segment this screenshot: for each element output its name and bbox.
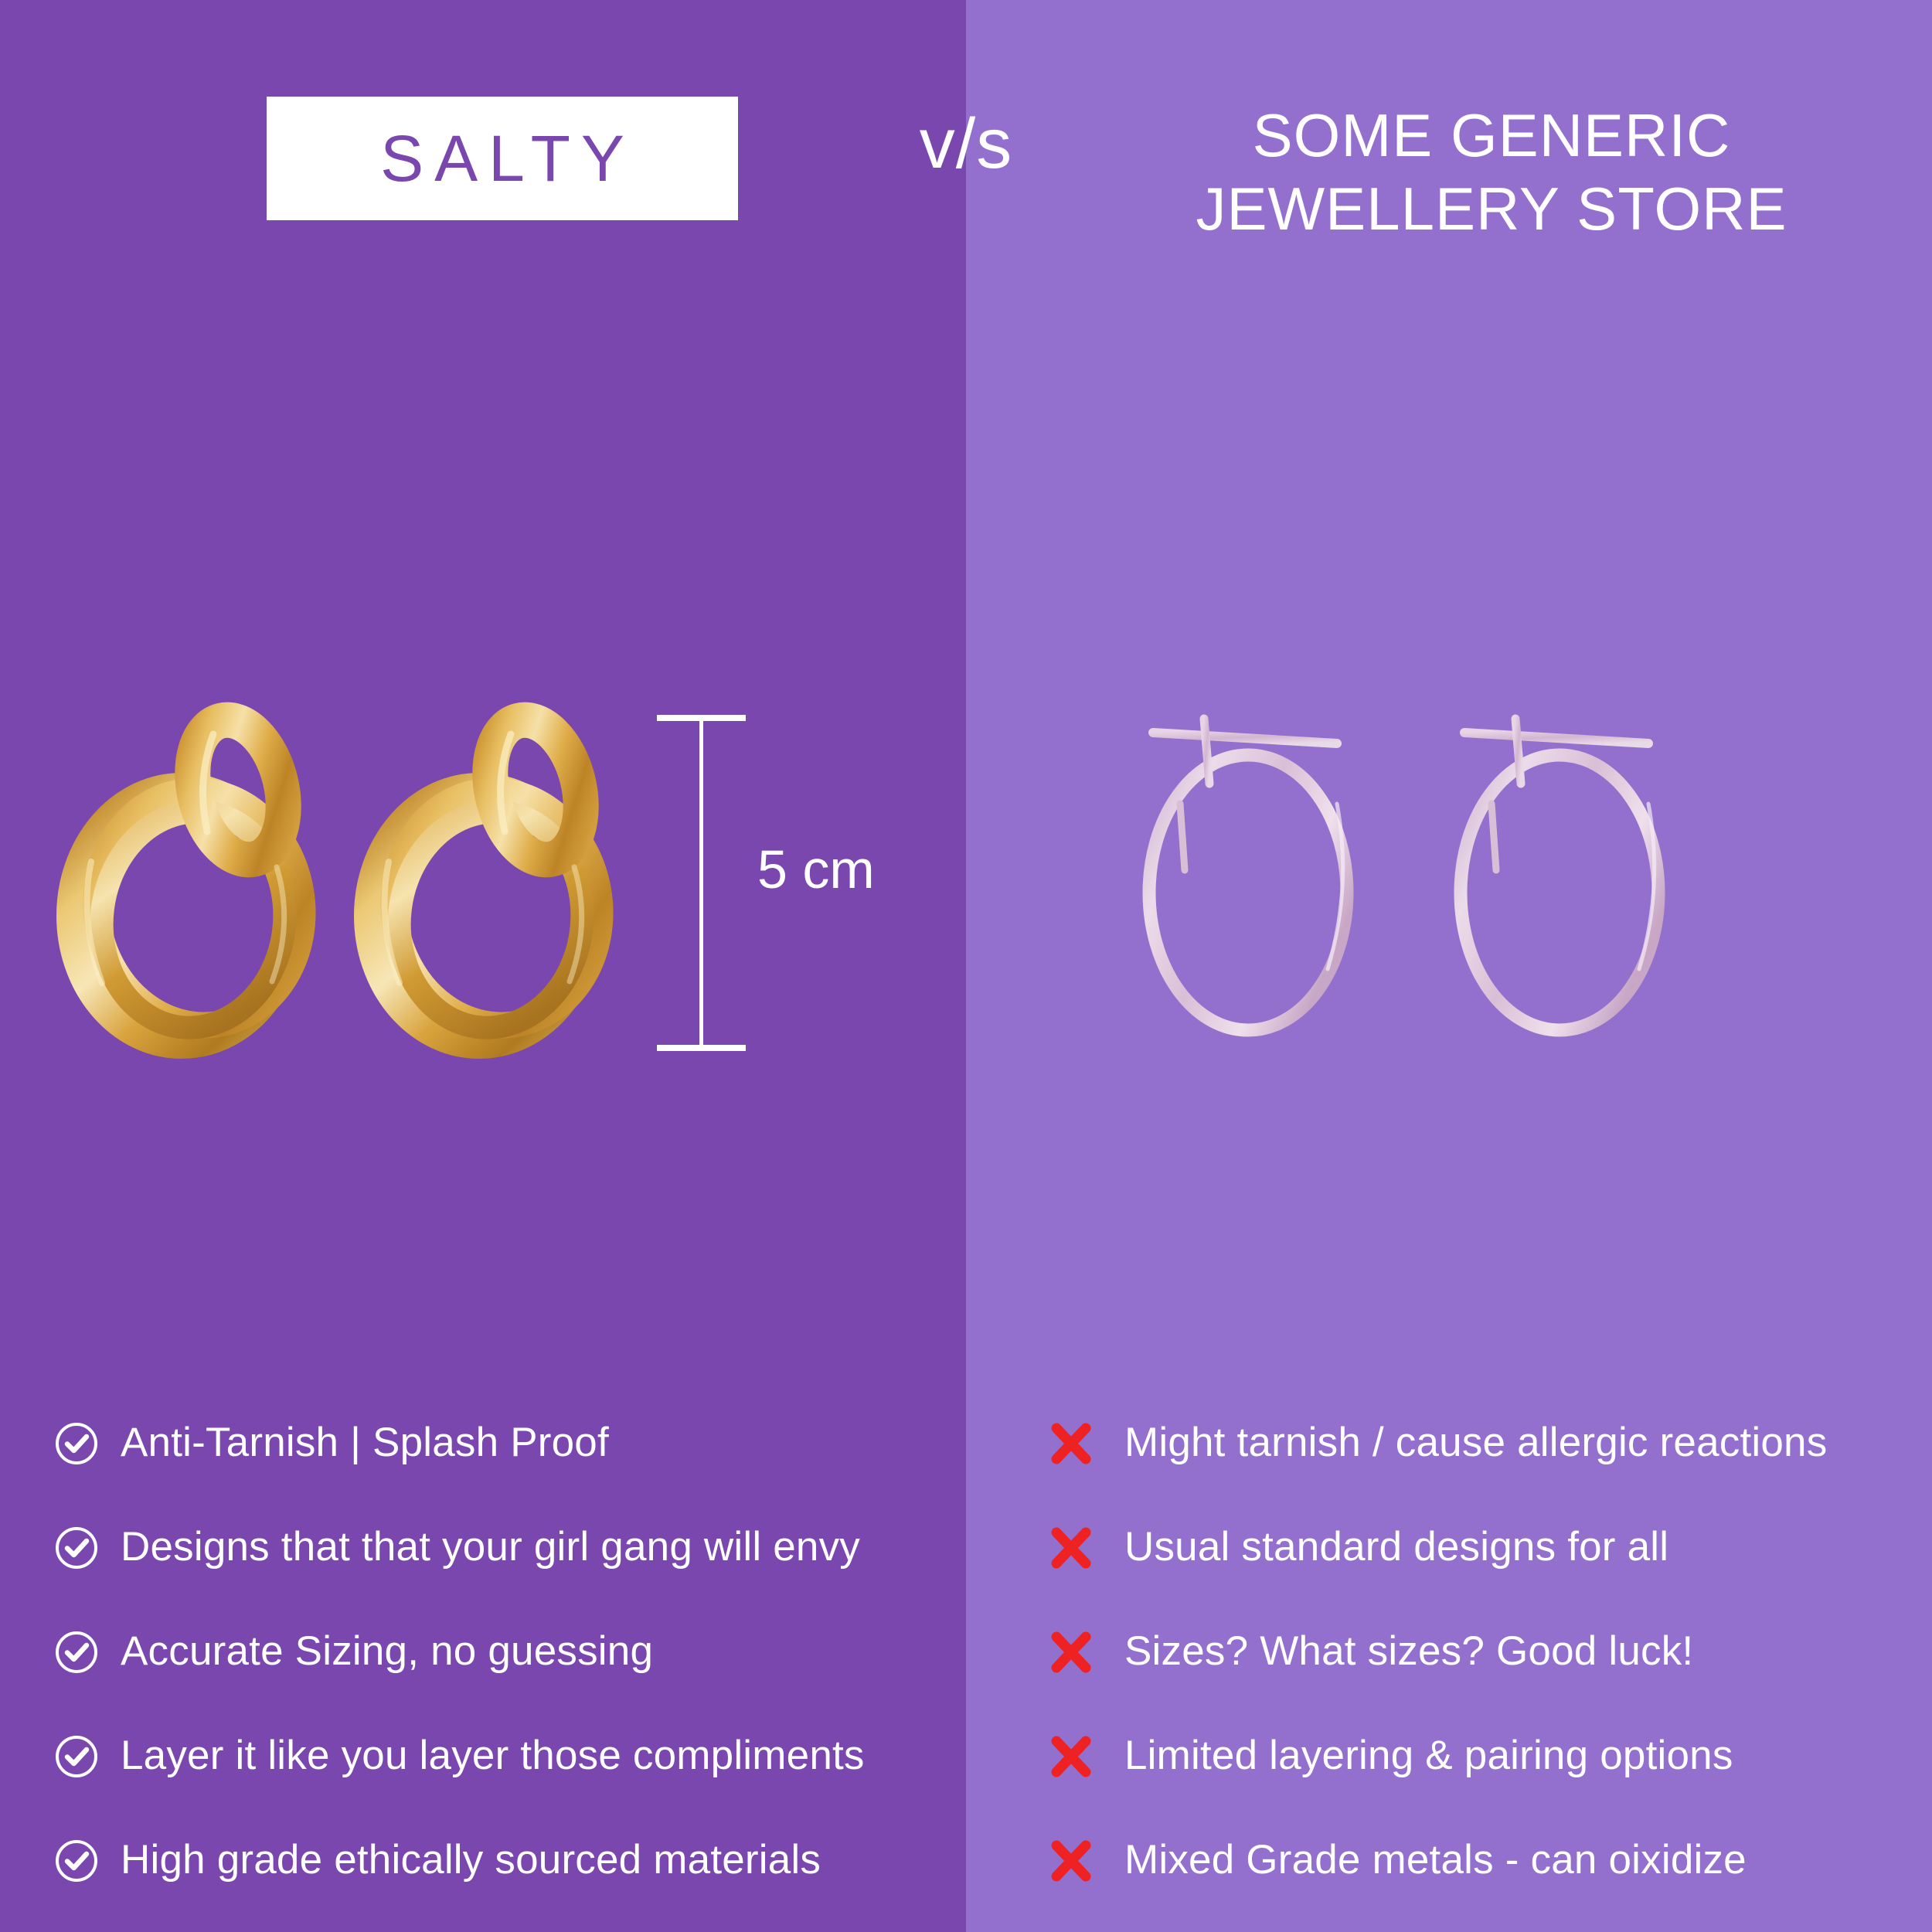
brand-panel	[0, 0, 966, 1932]
feature-label: High grade ethically sourced materials	[121, 1837, 821, 1883]
competitor-title-line2: JEWELLERY STORE	[1196, 175, 1787, 243]
feature-label: Usual standard designs for all	[1124, 1524, 1669, 1570]
competitor-product-image	[1105, 688, 1747, 1074]
feature-row: Designs that that your girl gang will en…	[54, 1495, 943, 1600]
check-circle-icon	[54, 1630, 121, 1675]
check-circle-icon	[54, 1838, 121, 1883]
check-circle-icon	[54, 1526, 121, 1570]
earring-left-generic	[1142, 714, 1354, 1037]
size-dimension-annotation: 5 cm	[641, 703, 875, 1066]
feature-label: Might tarnish / cause allergic reactions	[1124, 1420, 1828, 1466]
feature-row: Anti-Tarnish | Splash Proof	[54, 1391, 943, 1495]
brand-feature-list: Anti-Tarnish | Splash Proof Designs that…	[54, 1391, 943, 1913]
feature-label: Limited layering & pairing options	[1124, 1733, 1733, 1779]
feature-label: Accurate Sizing, no guessing	[121, 1628, 654, 1675]
feature-label: Designs that that your girl gang will en…	[121, 1524, 860, 1570]
cross-icon	[1047, 1420, 1124, 1468]
feature-row: Layer it like you layer those compliment…	[54, 1704, 943, 1808]
feature-row: High grade ethically sourced materials	[54, 1808, 943, 1913]
feature-label: Layer it like you layer those compliment…	[121, 1733, 865, 1779]
feature-label: Sizes? What sizes? Good luck!	[1124, 1628, 1694, 1675]
dimension-cap-bottom	[657, 1045, 746, 1051]
competitor-title-line1: SOME GENERIC	[1252, 101, 1731, 169]
versus-label: v/s	[919, 104, 1013, 183]
feature-row: Accurate Sizing, no guessing	[54, 1600, 943, 1704]
brand-logo-box: SALTY	[267, 97, 738, 220]
earring-right-gold	[354, 702, 614, 1059]
feature-row: Limited layering & pairing options	[1047, 1704, 1920, 1808]
feature-label: Mixed Grade metals - can oixidize	[1124, 1837, 1747, 1883]
check-circle-icon	[54, 1421, 121, 1466]
cross-icon	[1047, 1628, 1124, 1676]
earring-right-generic	[1454, 714, 1665, 1037]
cross-icon	[1047, 1524, 1124, 1572]
feature-row: Mixed Grade metals - can oixidize	[1047, 1808, 1920, 1913]
earring-left-gold	[56, 702, 316, 1059]
cross-icon	[1047, 1733, 1124, 1781]
brand-product-image	[31, 688, 680, 1090]
cross-icon	[1047, 1837, 1124, 1885]
competitor-feature-list: Might tarnish / cause allergic reactions…	[1047, 1391, 1920, 1913]
check-circle-icon	[54, 1734, 121, 1779]
dimension-line	[699, 717, 703, 1051]
competitor-panel	[966, 0, 1932, 1932]
dimension-label: 5 cm	[757, 839, 875, 900]
feature-row: Usual standard designs for all	[1047, 1495, 1920, 1600]
feature-label: Anti-Tarnish | Splash Proof	[121, 1420, 609, 1466]
brand-logo-text: SALTY	[380, 122, 635, 195]
feature-row: Sizes? What sizes? Good luck!	[1047, 1600, 1920, 1704]
competitor-title: SOME GENERIC JEWELLERY STORE	[1082, 99, 1901, 246]
feature-row: Might tarnish / cause allergic reactions	[1047, 1391, 1920, 1495]
